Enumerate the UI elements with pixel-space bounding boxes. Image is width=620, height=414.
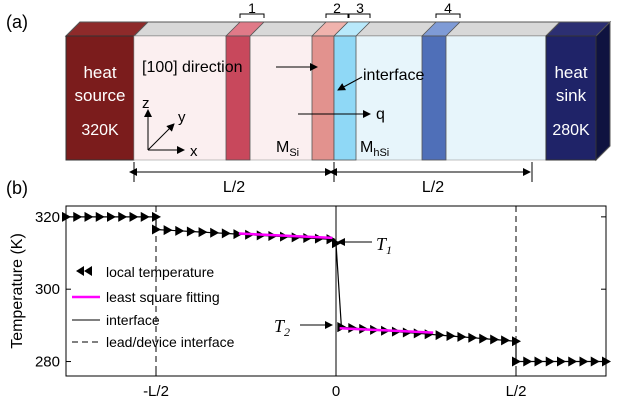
temperature-point-3 (95, 211, 105, 222)
temperature-point-52 (590, 356, 600, 367)
marker-4-label: 4 (444, 0, 452, 16)
m-hsi-label: MhSi (360, 139, 389, 159)
heat-sink-temperature: 280K (552, 122, 590, 139)
temperature-point-1 (73, 211, 83, 222)
temperature-plot: -L/2 0 L/2 280 300 320 (35, 205, 611, 400)
y-axis-label: y (178, 109, 186, 126)
temperature-point-53 (602, 356, 611, 367)
marker-1-bracket (239, 13, 265, 18)
slab-4 (421, 35, 447, 161)
marker-2-label: 2 (333, 0, 341, 16)
legend-lead-device-interface: lead/device interface (106, 334, 235, 350)
temperature-point-35 (413, 328, 423, 339)
temperature-point-37 (435, 330, 445, 341)
z-axis-label: z (142, 95, 150, 112)
interface-arrow (337, 76, 363, 91)
temperature-point-10 (163, 225, 173, 236)
temperature-point-49 (557, 356, 566, 367)
heat-sink-line2: sink (556, 86, 587, 105)
y-tick-label-1: 300 (35, 281, 60, 298)
heat-flux-label: q (376, 106, 385, 123)
temperature-point-11 (175, 225, 185, 236)
temperature-point-6 (129, 211, 139, 222)
temperature-point-47 (534, 356, 544, 367)
marker-3-bracket (348, 13, 371, 18)
temperature-point-40 (468, 332, 478, 343)
panel-a-label: (a) (6, 12, 28, 32)
y-tick-label-0: 280 (35, 354, 60, 371)
temperature-point-41 (479, 333, 489, 344)
temperature-point-38 (446, 330, 456, 341)
y-axis-title: Temperature (K) (9, 233, 26, 349)
legend-local-temperature: local temperature (106, 264, 214, 280)
heat-source-temperature: 320K (81, 122, 119, 139)
m-si-label: MSi (276, 139, 299, 159)
temperature-point-4 (107, 211, 116, 222)
x-tick-label-1: 0 (332, 383, 340, 400)
t2-label: T2 (274, 316, 290, 339)
temperature-profile-line (66, 216, 606, 363)
temperature-point-51 (579, 356, 589, 367)
heat-sink-line1: heat (554, 63, 587, 82)
fit-lines (238, 232, 434, 334)
legend-least-square-fitting: least square fitting (106, 289, 220, 305)
temperature-point-5 (118, 211, 128, 222)
temperature-point-15 (221, 228, 231, 239)
legend-interface: interface (106, 312, 160, 328)
t1-label: T1 (376, 234, 392, 257)
marker-4-bracket (435, 13, 461, 18)
marker-2-bracket (325, 13, 349, 18)
direction-label: [100] direction (142, 59, 243, 76)
panel-b-label: (b) (6, 178, 28, 198)
y-axis-arrow (147, 123, 175, 151)
x-ticks: -L/2 0 L/2 (143, 206, 526, 400)
source-top-face (64, 21, 150, 37)
fit-line-0 (238, 232, 333, 240)
heat-sink-block (545, 35, 597, 161)
heat-source-line1: heat (83, 63, 116, 82)
y-tick-label-2: 320 (35, 209, 60, 226)
temperature-point-46 (523, 356, 533, 367)
marker-1-label: 1 (248, 0, 256, 16)
temperature-point-43 (501, 335, 511, 346)
temperature-point-45 (512, 356, 521, 367)
fit-line-1 (339, 327, 434, 334)
temperature-point-8 (152, 211, 161, 222)
temperature-point-36 (424, 329, 434, 340)
x-tick-label-0: -L/2 (143, 383, 169, 400)
half-length-right-label: L/2 (422, 179, 444, 196)
temperature-point-2 (84, 211, 94, 222)
temperature-point-44 (512, 336, 521, 347)
bar-right-face (595, 20, 611, 162)
temperature-point-39 (457, 331, 467, 342)
heat-source-line2: source (74, 86, 125, 105)
legend-marker-symbol (76, 266, 92, 276)
temperature-point-0 (62, 211, 71, 222)
temperature-point-13 (198, 227, 208, 238)
marker-3-label: 3 (356, 0, 364, 16)
temperature-markers (62, 211, 611, 367)
temperature-point-48 (545, 356, 555, 367)
slab-2 (311, 35, 335, 161)
temperature-point-12 (186, 226, 196, 237)
temperature-point-50 (568, 356, 578, 367)
half-length-left-label: L/2 (223, 179, 245, 196)
legend: local temperature least square fitting i… (72, 264, 235, 350)
interface-label: interface (363, 67, 424, 84)
temperature-point-14 (210, 227, 220, 238)
temperature-point-42 (490, 334, 500, 345)
x-tick-label-2: L/2 (506, 383, 527, 400)
temperature-point-16 (233, 229, 243, 240)
heat-source-block (65, 35, 135, 161)
x-axis-label: x (190, 143, 198, 160)
temperature-point-9 (152, 224, 161, 235)
slab-1 (225, 35, 251, 161)
temperature-point-26 (332, 238, 341, 249)
y-ticks: 280 300 320 (35, 209, 606, 371)
temperature-point-7 (140, 211, 150, 222)
slab-3 (333, 35, 357, 161)
